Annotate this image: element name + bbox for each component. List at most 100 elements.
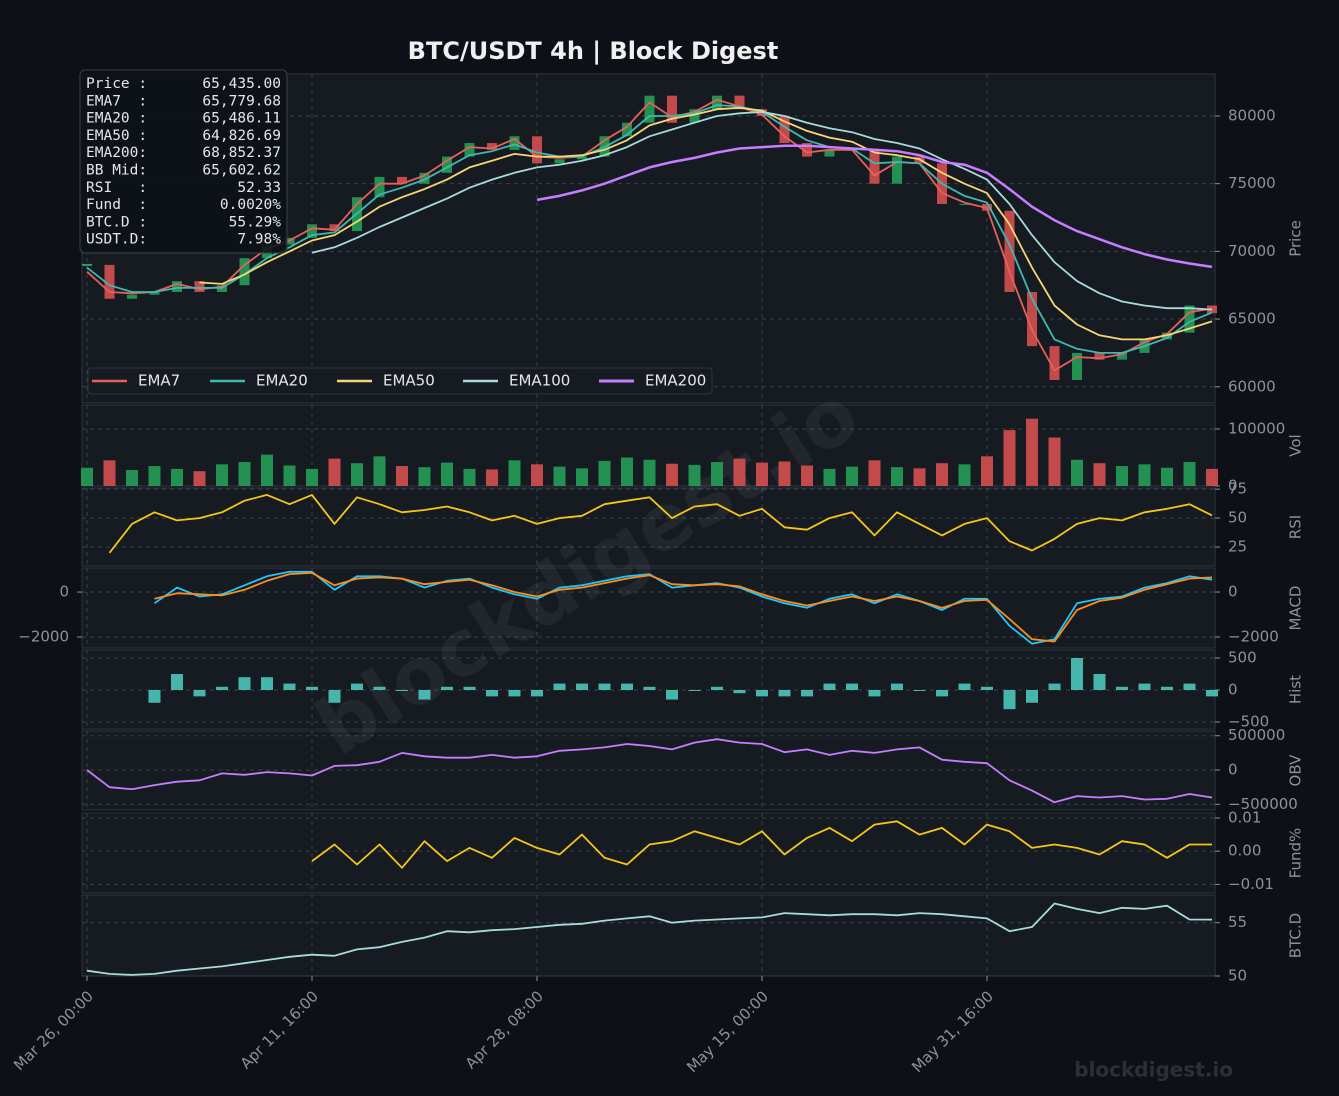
bar	[396, 689, 408, 691]
y-tick-label: 50	[1228, 509, 1247, 527]
candle	[104, 264, 115, 299]
bar	[733, 689, 746, 694]
bar	[756, 462, 768, 486]
info-label: BB Mid:	[86, 163, 147, 179]
bar	[981, 686, 993, 690]
series-line	[311, 820, 1212, 869]
info-value: 68,852.37	[202, 145, 281, 161]
bar	[643, 459, 656, 486]
info-value: 0.0020%	[220, 197, 281, 213]
bar	[373, 686, 386, 690]
bar	[463, 686, 476, 690]
bar	[711, 462, 723, 486]
legend-label: EMA7	[138, 372, 180, 390]
info-value: 64,826.69	[202, 128, 281, 144]
left-y-tick-label: −2000	[18, 627, 69, 645]
bar	[778, 461, 791, 486]
bar	[1206, 468, 1218, 486]
bar	[913, 468, 926, 486]
bar	[441, 462, 453, 486]
candle	[532, 136, 542, 164]
candle	[1184, 305, 1195, 333]
credit: blockdigest.io	[1074, 1058, 1233, 1082]
bar	[1093, 463, 1106, 486]
bar	[643, 686, 656, 690]
info-label: EMA200:	[86, 145, 147, 161]
candle	[397, 176, 407, 184]
bar	[1003, 689, 1016, 710]
bar	[193, 689, 206, 697]
bar	[283, 683, 296, 690]
bar	[148, 466, 161, 486]
bar	[508, 460, 521, 486]
bar	[351, 463, 363, 486]
bar	[688, 689, 701, 691]
y-tick-label: 25	[1228, 538, 1247, 556]
bar	[1183, 462, 1196, 486]
series-line	[108, 494, 1213, 554]
y-tick-label: 100000	[1228, 419, 1285, 437]
series-line	[86, 104, 1213, 354]
candle	[959, 203, 970, 205]
bar	[126, 470, 138, 486]
series-line	[153, 570, 1213, 645]
legend-label: EMA200	[645, 372, 706, 390]
info-label: RSI :	[86, 180, 147, 196]
candle	[644, 95, 655, 123]
candle	[734, 95, 745, 110]
bar	[1206, 689, 1218, 697]
bar	[891, 683, 903, 690]
candle	[1027, 291, 1037, 347]
y-tick-label: 70000	[1228, 242, 1276, 260]
bar	[621, 683, 633, 690]
bar	[801, 689, 813, 697]
bar	[1116, 466, 1128, 486]
info-value: 65,435.00	[202, 76, 281, 92]
chart-title: BTC/USDT 4h | Block Digest	[408, 37, 779, 65]
bar	[238, 462, 251, 486]
y-axis-label: Fund%	[1287, 828, 1305, 879]
bar	[216, 686, 228, 690]
candle	[622, 122, 632, 137]
bar	[193, 471, 206, 486]
bar	[463, 468, 476, 486]
y-tick-label: −500000	[1228, 795, 1298, 813]
y-tick-label: 75	[1228, 480, 1247, 498]
bar	[81, 467, 93, 486]
y-tick-label: 55	[1228, 913, 1247, 931]
bar	[148, 689, 161, 703]
bar	[823, 683, 836, 690]
candle	[172, 281, 182, 292]
info-label: EMA7 :	[86, 93, 147, 109]
bar	[711, 686, 723, 690]
info-label: EMA50 :	[86, 128, 147, 144]
candle	[239, 258, 250, 286]
bar	[576, 683, 588, 690]
bar	[486, 689, 498, 697]
bar	[283, 465, 296, 486]
y-tick-label: 60000	[1228, 377, 1276, 395]
bar	[666, 689, 678, 700]
left-y-tick-label: 0	[59, 583, 69, 601]
bar	[936, 689, 948, 697]
bar	[1071, 657, 1083, 690]
bar	[756, 689, 768, 697]
bar	[396, 466, 408, 486]
candle	[577, 156, 587, 160]
y-axis-label: MACD	[1287, 586, 1305, 631]
legend-label: EMA50	[383, 372, 435, 390]
candle	[329, 224, 340, 232]
info-value: 65,779.68	[202, 93, 281, 109]
bar	[1071, 459, 1083, 486]
series-line	[536, 144, 1213, 269]
y-axis-label: Vol	[1287, 434, 1305, 456]
legend-label: EMA100	[509, 372, 570, 390]
bar	[553, 683, 566, 690]
bar	[373, 456, 386, 486]
bar	[733, 458, 746, 486]
info-box	[79, 69, 288, 254]
info-label: BTC.D :	[86, 214, 147, 230]
candle	[554, 159, 565, 164]
y-tick-label: 65000	[1228, 310, 1276, 328]
info-value: 7.98%	[237, 232, 281, 248]
